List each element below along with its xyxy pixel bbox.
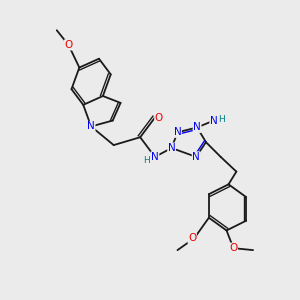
Text: H: H (143, 156, 149, 165)
Text: N: N (210, 116, 218, 126)
Text: O: O (64, 40, 73, 50)
Text: N: N (87, 122, 95, 131)
Text: H: H (218, 115, 225, 124)
Text: O: O (229, 243, 238, 253)
Text: O: O (155, 112, 163, 123)
Text: O: O (188, 233, 196, 243)
Text: N: N (168, 143, 176, 153)
Text: N: N (193, 122, 201, 132)
Text: N: N (192, 152, 200, 162)
Text: N: N (174, 127, 182, 137)
Text: N: N (151, 152, 159, 162)
